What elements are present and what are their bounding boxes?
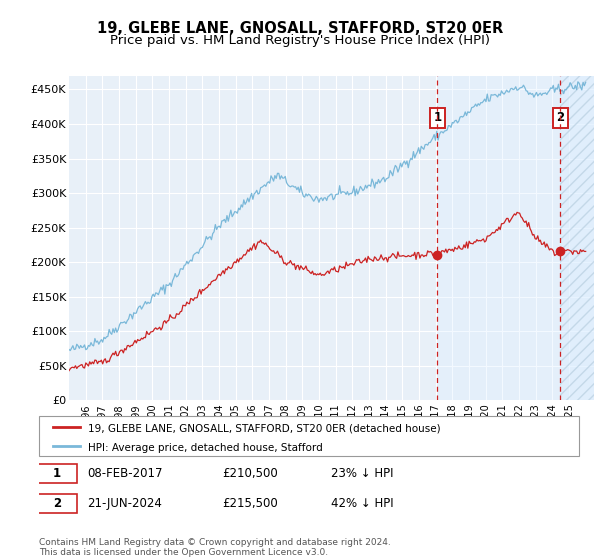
Text: 1: 1 (53, 468, 61, 480)
Text: £210,500: £210,500 (223, 468, 278, 480)
FancyBboxPatch shape (36, 464, 77, 483)
Text: 2: 2 (556, 111, 564, 124)
FancyBboxPatch shape (36, 494, 77, 513)
Text: 19, GLEBE LANE, GNOSALL, STAFFORD, ST20 0ER (detached house): 19, GLEBE LANE, GNOSALL, STAFFORD, ST20 … (88, 423, 440, 433)
Text: 19, GLEBE LANE, GNOSALL, STAFFORD, ST20 0ER: 19, GLEBE LANE, GNOSALL, STAFFORD, ST20 … (97, 21, 503, 36)
Text: 2: 2 (53, 497, 61, 510)
Text: 1: 1 (433, 111, 442, 124)
Bar (560, 76, 594, 400)
Bar (437, 76, 560, 400)
Text: Price paid vs. HM Land Registry's House Price Index (HPI): Price paid vs. HM Land Registry's House … (110, 34, 490, 46)
Text: 21-JUN-2024: 21-JUN-2024 (88, 497, 163, 510)
Text: 08-FEB-2017: 08-FEB-2017 (88, 468, 163, 480)
Text: Contains HM Land Registry data © Crown copyright and database right 2024.
This d: Contains HM Land Registry data © Crown c… (39, 538, 391, 557)
Text: HPI: Average price, detached house, Stafford: HPI: Average price, detached house, Staf… (88, 442, 322, 452)
Text: £215,500: £215,500 (223, 497, 278, 510)
Text: 23% ↓ HPI: 23% ↓ HPI (331, 468, 393, 480)
FancyBboxPatch shape (39, 416, 579, 456)
Text: 42% ↓ HPI: 42% ↓ HPI (331, 497, 393, 510)
